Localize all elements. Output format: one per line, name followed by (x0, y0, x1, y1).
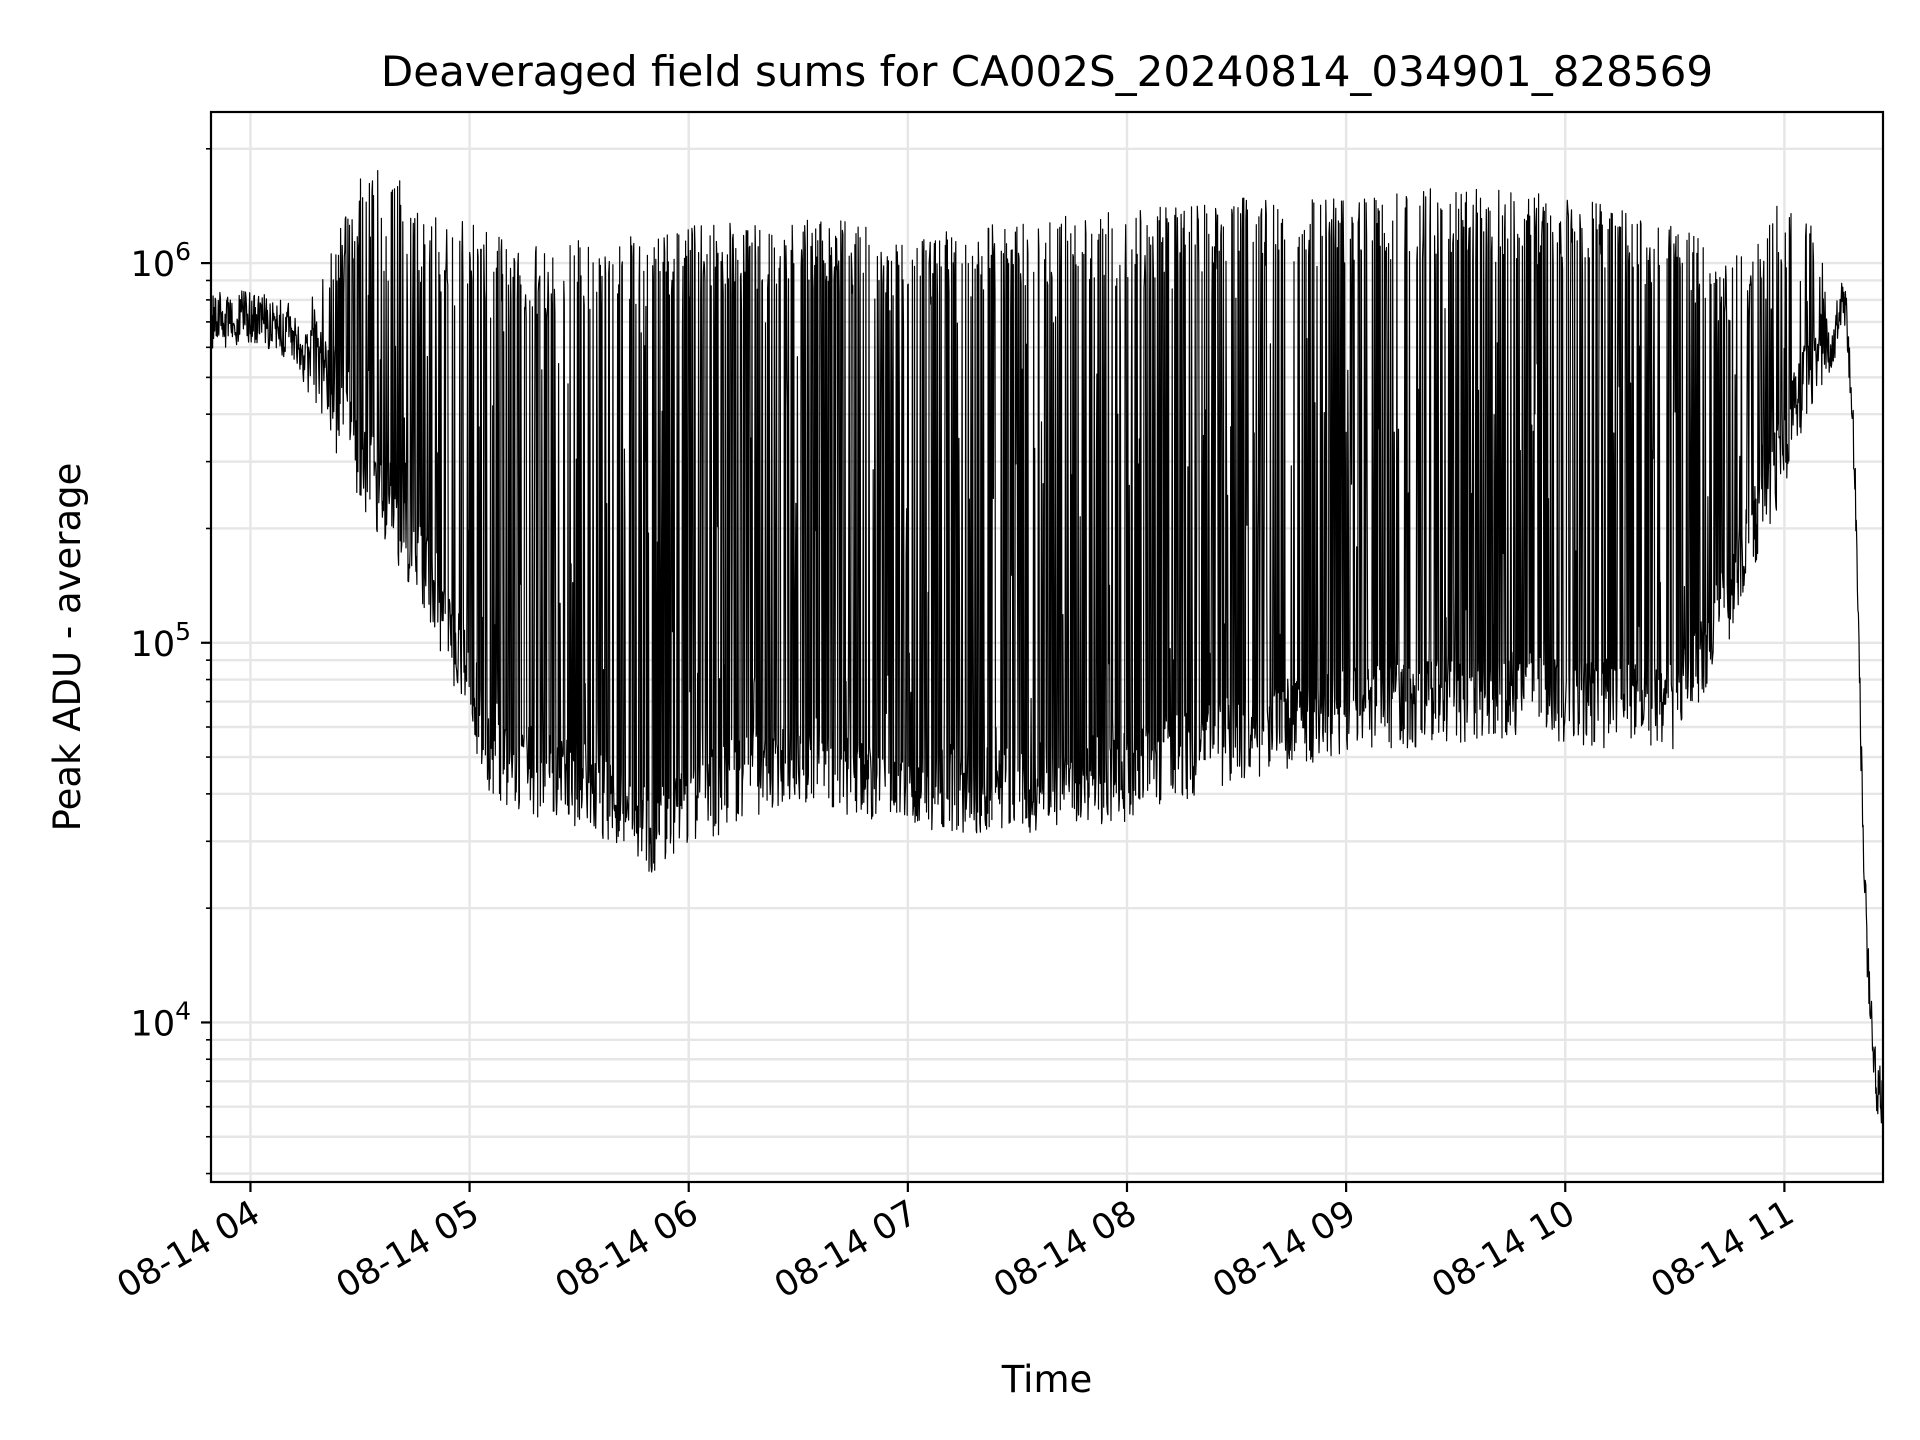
chart-title: Deaveraged field sums for CA002S_2024081… (381, 47, 1713, 96)
y-tick-label: 106 (131, 237, 191, 285)
plot-frame (209, 110, 1885, 1184)
y-tick-label: 104 (131, 996, 191, 1044)
y-tick-base: 10 (131, 625, 176, 665)
y-tick-exponent: 4 (175, 996, 191, 1025)
y-tick-exponent: 6 (175, 237, 191, 266)
y-tick-exponent: 5 (175, 617, 191, 646)
x-axis-label: Time (1001, 1358, 1093, 1401)
series-line (210, 170, 1884, 1124)
y-tick-label: 105 (131, 617, 191, 665)
y-axis-label: Peak ADU - average (46, 463, 89, 832)
y-tick-base: 10 (131, 1004, 176, 1044)
plot-area (210, 170, 1884, 1124)
y-tick-base: 10 (131, 245, 176, 285)
